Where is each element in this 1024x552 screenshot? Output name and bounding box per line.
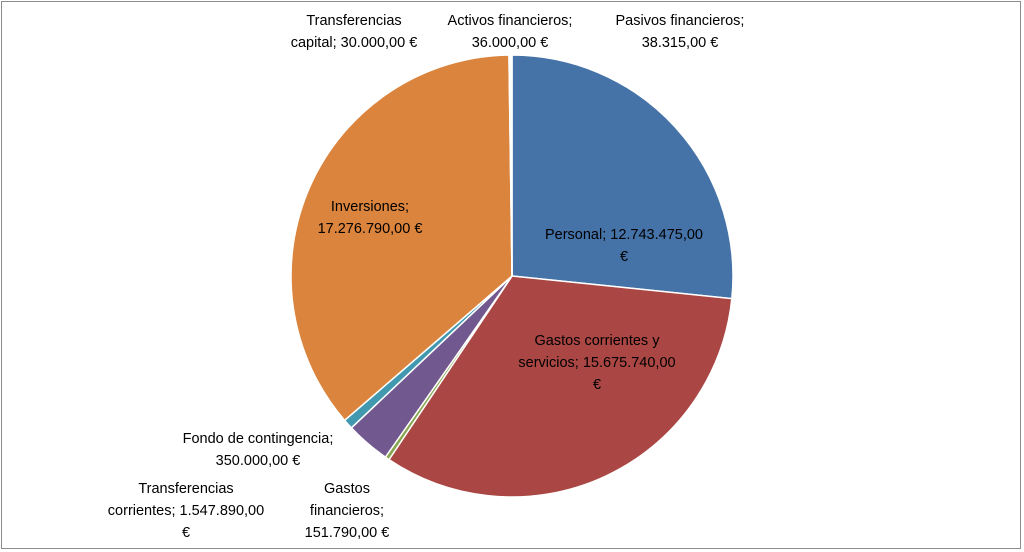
pie-slice-personal — [511, 54, 734, 300]
data-label-personal: Personal; 12.743.475,00 € — [544, 227, 703, 265]
data-label-gastos-corrientes: Gastos corrientes y servicios; 15.675.74… — [518, 333, 676, 393]
data-label-fondo-contingencia: Fondo de contingencia; 350.000,00 € — [182, 431, 334, 469]
pie-slice-inversiones — [290, 54, 513, 422]
data-label-transferencias-corrientes: Transferencias corrientes; 1.547.890,00 … — [107, 481, 265, 541]
data-label-transferencias-capital: Transferencias capital; 30.000,00 € — [290, 13, 418, 51]
data-label-gastos-financieros: Gastos financieros; 151.790,00 € — [304, 481, 390, 541]
data-label-inversiones: Inversiones; 17.276.790,00 € — [317, 199, 423, 237]
pie-slice-gastos-corrientes — [387, 275, 733, 498]
data-label-activos-financieros: Activos financieros; 36.000,00 € — [447, 13, 573, 51]
pie-slice-pasivos-financieros — [510, 54, 513, 277]
data-label-pasivos-financieros: Pasivos financieros; 38.315,00 € — [615, 13, 745, 51]
